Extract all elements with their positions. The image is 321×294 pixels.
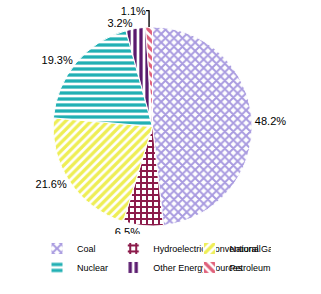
svg-text:Coal: Coal — [77, 244, 96, 254]
svg-text:19.3%: 19.3% — [42, 54, 73, 66]
svg-text:21.6%: 21.6% — [36, 178, 67, 190]
svg-text:3.2%: 3.2% — [107, 17, 132, 29]
svg-text:48.2%: 48.2% — [255, 115, 286, 127]
svg-text:Petroleum: Petroleum — [229, 263, 270, 273]
svg-text:Nuclear: Nuclear — [77, 263, 108, 273]
svg-text:6.5%: 6.5% — [114, 225, 140, 238]
svg-text:Natural Gas: Natural Gas — [229, 244, 271, 254]
svg-text:1.1%: 1.1% — [121, 5, 146, 17]
svg-text:Other Energy Sources: Other Energy Sources — [153, 263, 243, 273]
